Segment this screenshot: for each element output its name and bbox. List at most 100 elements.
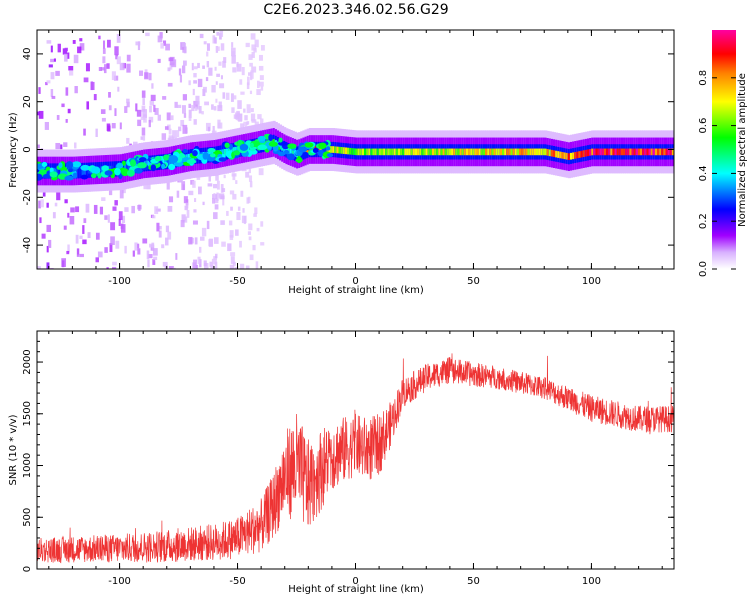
noise-cell bbox=[137, 119, 142, 127]
signal-core bbox=[368, 148, 372, 156]
noise-cell bbox=[198, 105, 202, 114]
noise-cell bbox=[192, 180, 196, 188]
noise-cell bbox=[157, 58, 161, 63]
noise-cell bbox=[40, 199, 44, 208]
signal-blob bbox=[80, 174, 89, 180]
noise-cell bbox=[154, 107, 159, 115]
signal-core bbox=[606, 148, 610, 156]
noise-cell bbox=[210, 265, 214, 269]
noise-cell bbox=[206, 61, 210, 68]
noise-cell bbox=[167, 231, 172, 240]
noise-cell bbox=[42, 192, 46, 197]
signal-core bbox=[162, 158, 166, 166]
signal-core bbox=[421, 148, 425, 156]
noise-cell bbox=[214, 261, 218, 269]
signal-core bbox=[580, 150, 584, 158]
noise-cell bbox=[247, 76, 250, 86]
noise-cell bbox=[90, 81, 94, 91]
signal-core bbox=[470, 148, 474, 156]
noise-cell bbox=[250, 33, 256, 40]
noise-cell bbox=[197, 256, 201, 265]
signal-blob bbox=[41, 161, 48, 167]
spectrogram-marks bbox=[37, 30, 674, 269]
signal-core bbox=[567, 153, 571, 161]
signal-core bbox=[635, 148, 639, 156]
signal-core bbox=[669, 148, 673, 156]
noise-cell bbox=[134, 242, 138, 251]
signal-core bbox=[533, 148, 537, 156]
noise-cell bbox=[250, 113, 256, 122]
noise-cell bbox=[44, 121, 49, 130]
noise-cell bbox=[55, 70, 60, 76]
signal-core bbox=[353, 148, 357, 156]
noise-cell bbox=[258, 54, 263, 61]
noise-cell bbox=[151, 83, 154, 89]
noise-cell bbox=[139, 70, 144, 76]
signal-core bbox=[650, 148, 654, 156]
noise-cell bbox=[144, 72, 149, 80]
noise-cell bbox=[50, 268, 54, 269]
snr-ylabel: SNR (10 * v/v) bbox=[8, 414, 19, 485]
noise-cell bbox=[141, 105, 146, 112]
noise-cell bbox=[37, 111, 40, 116]
noise-cell bbox=[37, 144, 40, 149]
noise-cell bbox=[72, 40, 76, 44]
noise-cell bbox=[237, 206, 241, 211]
noise-cell bbox=[188, 190, 194, 196]
noise-cell bbox=[161, 133, 167, 140]
noise-cell bbox=[118, 211, 123, 221]
signal-core bbox=[344, 147, 348, 155]
signal-blob bbox=[257, 144, 268, 151]
signal-core bbox=[593, 148, 597, 156]
y-tick-label: 1000 bbox=[22, 453, 33, 478]
noise-cell bbox=[213, 212, 218, 220]
signal-core bbox=[502, 148, 506, 156]
signal-core bbox=[340, 147, 344, 154]
noise-cell bbox=[118, 218, 121, 226]
signal-core bbox=[584, 149, 588, 157]
signal-core bbox=[506, 148, 510, 156]
noise-cell bbox=[213, 183, 218, 189]
signal-core bbox=[342, 147, 346, 154]
noise-cell bbox=[208, 239, 214, 247]
noise-cell bbox=[101, 197, 106, 202]
noise-cell bbox=[219, 193, 225, 200]
noise-cell bbox=[99, 206, 104, 215]
signal-core bbox=[652, 148, 656, 156]
noise-cell bbox=[216, 31, 220, 36]
noise-cell bbox=[203, 260, 207, 267]
colorbar-label: Normalized spectral amplitude bbox=[737, 73, 748, 227]
noise-cell bbox=[85, 63, 90, 72]
noise-cell bbox=[251, 66, 257, 73]
noise-cell bbox=[165, 225, 170, 233]
noise-cell bbox=[50, 58, 55, 63]
x-tick-label: -50 bbox=[229, 576, 245, 587]
noise-cell bbox=[201, 227, 207, 237]
noise-cell bbox=[107, 39, 111, 48]
noise-cell bbox=[126, 137, 130, 144]
noise-cell bbox=[236, 211, 241, 221]
signal-blob bbox=[312, 147, 319, 154]
noise-cell bbox=[196, 101, 200, 110]
noise-cell bbox=[157, 35, 163, 43]
noise-cell bbox=[243, 108, 246, 113]
noise-cell bbox=[216, 180, 220, 190]
noise-cell bbox=[246, 82, 250, 90]
signal-core bbox=[440, 148, 444, 156]
noise-cell bbox=[102, 56, 106, 64]
noise-cell bbox=[48, 64, 53, 68]
noise-cell bbox=[260, 221, 264, 227]
signal-core bbox=[665, 148, 669, 156]
noise-cell bbox=[244, 115, 248, 121]
noise-cell bbox=[208, 67, 213, 76]
noise-cell bbox=[137, 41, 141, 51]
noise-cell bbox=[193, 209, 197, 213]
noise-cell bbox=[135, 41, 141, 46]
noise-cell bbox=[39, 217, 42, 224]
noise-cell bbox=[166, 112, 171, 121]
signal-blob bbox=[137, 162, 147, 169]
snr-series-line bbox=[37, 353, 674, 564]
noise-cell bbox=[230, 252, 236, 257]
noise-cell bbox=[245, 171, 250, 178]
signal-core bbox=[448, 148, 452, 156]
